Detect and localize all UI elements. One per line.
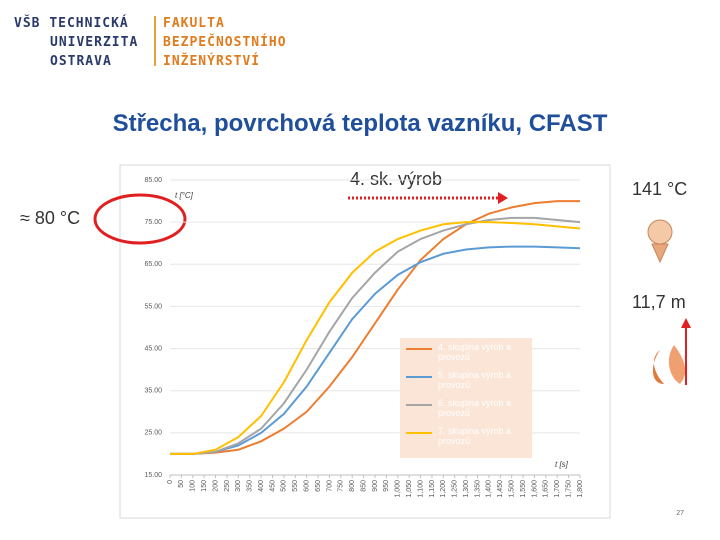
highlight-ellipse: [93, 193, 187, 245]
x-tick-label: 50: [178, 480, 185, 488]
legend-swatch: [406, 376, 432, 378]
height-arrow-head: [681, 318, 691, 328]
legend-swatch: [406, 432, 432, 434]
x-tick-label: 1,550: [520, 480, 527, 498]
series-line: [170, 200, 580, 455]
x-tick-label: 1,200: [440, 480, 447, 498]
legend-entry: 4. skupina výrob a provozů: [400, 342, 532, 370]
x-tick-label: 1,500: [509, 480, 516, 498]
logo-text: VŠB: [14, 16, 41, 31]
x-tick-label: 1,800: [577, 480, 584, 498]
x-tick-label: 1,350: [474, 480, 481, 498]
x-tick-label: 1,600: [531, 480, 538, 498]
y-tick-label: 45.00: [144, 345, 162, 352]
x-tick-label: 650: [315, 480, 322, 492]
legend-label: 7. skupina výrob a provozů: [438, 426, 512, 446]
legend-swatch: [406, 348, 432, 350]
x-tick-label: 700: [326, 480, 333, 492]
divider: [154, 16, 156, 66]
y-tick-label: 75.00: [144, 219, 162, 226]
series-line: [170, 216, 581, 455]
y-tick-label: 25.00: [144, 430, 162, 437]
legend-label: 6. skupina výrob a provozů: [438, 398, 512, 418]
x-tick-label: 1,650: [543, 480, 550, 498]
x-tick-label: 1,450: [497, 480, 504, 498]
x-tick-label: 800: [349, 480, 356, 492]
x-tick-label: 1,000: [395, 480, 402, 498]
x-tick-label: 900: [372, 480, 379, 492]
logo-text: FAKULTA: [163, 16, 225, 31]
x-tick-label: 250: [224, 480, 231, 492]
legend-label: 5. skupina výrob a provozů: [438, 370, 512, 390]
x-tick-label: 1,150: [429, 480, 436, 498]
x-tick-label: 1,750: [565, 480, 572, 498]
annotation: 4. sk. výrob: [350, 169, 442, 189]
logo-text: OSTRAVA: [50, 54, 112, 69]
university-logo: VŠB TECHNICKÁ UNIVERZITA OSTRAVA: [14, 14, 138, 71]
legend-swatch: [406, 404, 432, 406]
x-tick-label: 100: [190, 480, 197, 492]
logo-text: TECHNICKÁ: [49, 16, 129, 31]
x-tick-label: 550: [292, 480, 299, 492]
logo-text: UNIVERZITA: [50, 35, 139, 50]
x-tick-label: 600: [304, 480, 311, 492]
y-tick-label: 65.00: [144, 261, 162, 268]
x-tick-label: 0: [167, 480, 174, 484]
y-tick-label: 55.00: [144, 303, 162, 310]
legend-entry: 5. skupina výrob a provozů: [400, 370, 532, 398]
legend-entry: 7. skupina výrob a provozů: [400, 426, 532, 454]
x-tick-label: 750: [338, 480, 345, 492]
x-tick-label: 1,100: [417, 480, 424, 498]
x-tick-label: 1,050: [406, 480, 413, 498]
x-tick-label: 400: [258, 480, 265, 492]
legend: 4. skupina výrob a provozů 5. skupina výr…: [400, 338, 532, 458]
fire-icon: [647, 219, 686, 384]
logo-text: BEZPEČNOSTNÍHO: [163, 35, 287, 50]
series-line: [170, 245, 581, 455]
chart-frame: [119, 164, 611, 519]
x-axis-label: t [s]: [555, 460, 569, 469]
y-tick-label: 85.00: [144, 177, 162, 184]
annotation: 141 °C: [632, 179, 687, 199]
faculty-logo: FAKULTA BEZPEČNOSTNÍHO INŽENÝRSTVÍ: [163, 14, 287, 71]
x-tick-label: 500: [281, 480, 288, 492]
x-tick-label: 300: [235, 480, 242, 492]
arrow-head: [498, 192, 508, 204]
annotation: 11,7 m: [632, 292, 686, 312]
x-tick-label: 1,700: [554, 480, 561, 498]
x-tick-label: 850: [360, 480, 367, 492]
x-tick-label: 1,250: [452, 480, 459, 498]
x-tick-label: 200: [212, 480, 219, 492]
slide-title: Střecha, povrchová teplota vazníku, CFAS…: [112, 110, 608, 137]
x-tick-label: 150: [201, 480, 208, 492]
x-tick-label: 1,300: [463, 480, 470, 498]
x-tick-label: 350: [247, 480, 254, 492]
legend-entry: 6. skupina výrob a provozů: [400, 398, 532, 426]
x-tick-label: 1,400: [486, 480, 493, 498]
y-axis-label: t [°C]: [175, 191, 194, 200]
annotation: ≈ 80 °C: [20, 208, 80, 228]
series-line: [170, 221, 581, 455]
y-tick-label: 15.00: [144, 472, 162, 479]
x-tick-label: 950: [383, 480, 390, 492]
logo-text: INŽENÝRSTVÍ: [163, 54, 261, 69]
legend-label: 4. skupina výrob a provozů: [438, 342, 512, 362]
page-number: 27: [676, 510, 684, 517]
x-tick-label: 450: [269, 480, 276, 492]
y-tick-label: 35.00: [144, 388, 162, 395]
